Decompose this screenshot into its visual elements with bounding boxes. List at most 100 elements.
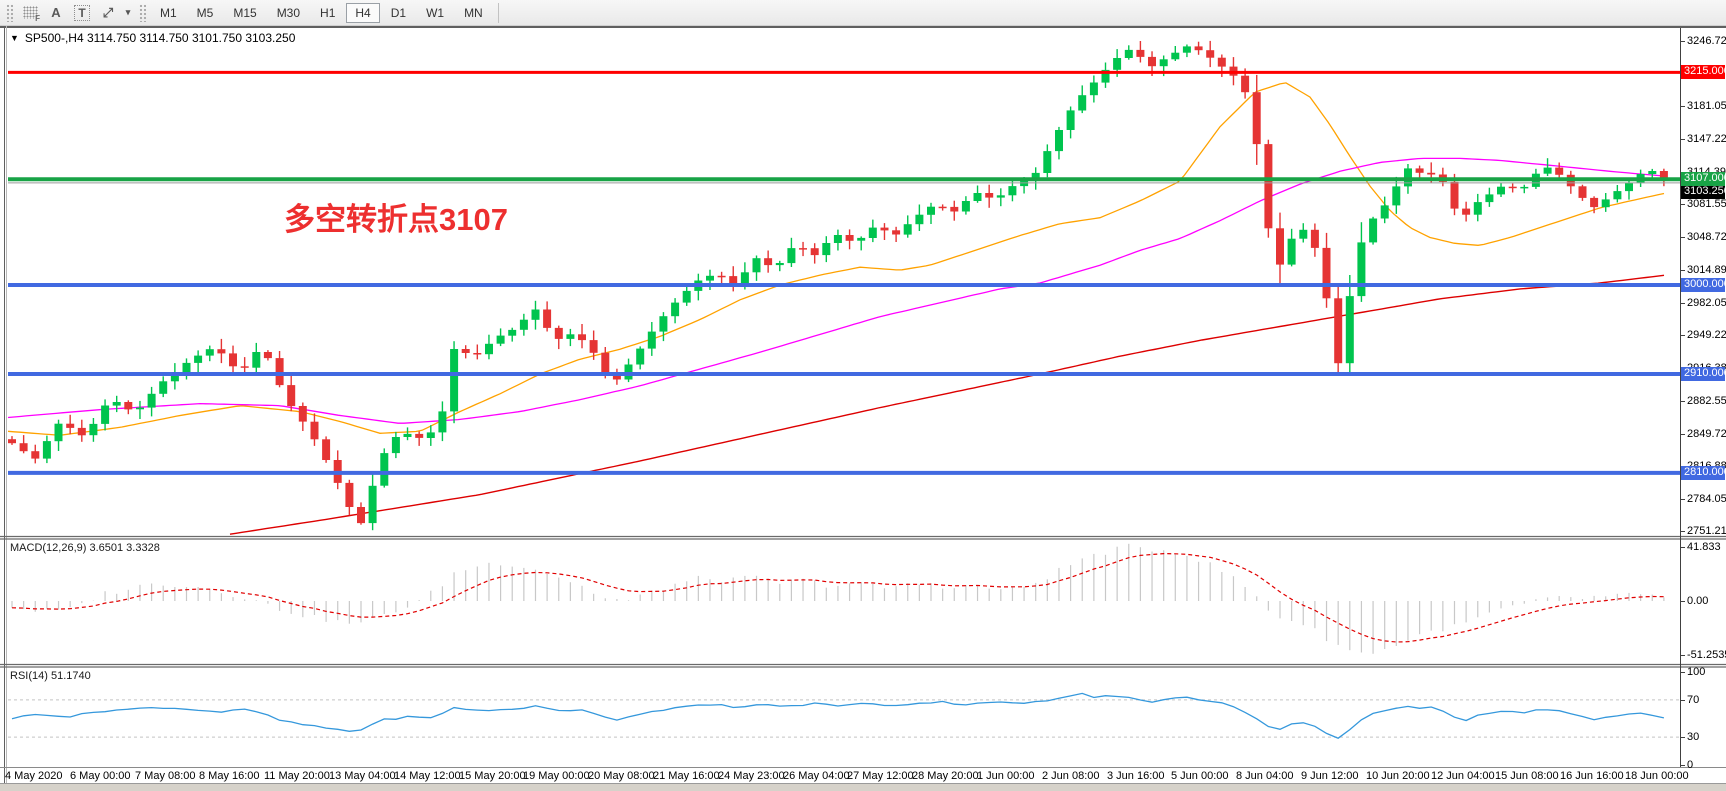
candle-body bbox=[124, 402, 133, 410]
time-axis-label: 10 Jun 20:00 bbox=[1366, 770, 1430, 782]
toolbar: F A T ⤢ ▾ M1 M5 M15 M30 H1 H4 D1 W1 MN bbox=[0, 0, 1726, 26]
chart-annotation-text[interactable]: 多空转折点3107 bbox=[284, 202, 508, 237]
window-top-border bbox=[0, 26, 1726, 28]
timeframe-button-m5[interactable]: M5 bbox=[188, 3, 223, 23]
rsi-axis-value: 30 bbox=[1687, 731, 1700, 743]
timeframe-button-h1[interactable]: H1 bbox=[311, 3, 344, 23]
text-label-icon[interactable]: T bbox=[69, 2, 95, 24]
candle-body bbox=[89, 423, 98, 436]
candle-body bbox=[1264, 144, 1273, 229]
candle-body bbox=[554, 327, 563, 339]
price-tick-dash bbox=[1680, 270, 1685, 271]
bottom-scroll-strip[interactable] bbox=[0, 783, 1726, 791]
candle-body bbox=[543, 309, 552, 328]
candle-body bbox=[1113, 58, 1122, 70]
macd-axis-value: 0.00 bbox=[1687, 595, 1709, 607]
candle-body bbox=[1089, 82, 1098, 96]
candle-body bbox=[566, 334, 575, 339]
candle-body bbox=[1066, 110, 1075, 130]
candle-body bbox=[1206, 50, 1215, 58]
price-tick-dash bbox=[1680, 303, 1685, 304]
timeframe-toolbar-grip[interactable] bbox=[139, 3, 146, 22]
rsi-axis-value: 100 bbox=[1687, 666, 1706, 678]
timeframe-button-m30[interactable]: M30 bbox=[268, 3, 309, 23]
price-tick: 2849.720 bbox=[1687, 428, 1726, 440]
rsi-axis-value: 70 bbox=[1687, 694, 1700, 706]
price-tick-dash bbox=[1680, 41, 1685, 42]
price-tick: 2882.555 bbox=[1687, 395, 1726, 407]
time-axis-label: 6 May 00:00 bbox=[70, 770, 131, 782]
candle-body bbox=[438, 411, 447, 433]
candle-body bbox=[42, 441, 51, 459]
symbol-dropdown-icon[interactable]: ▼ bbox=[10, 33, 19, 43]
timeframe-button-m15[interactable]: M15 bbox=[224, 3, 265, 23]
macd-axis-value: -51.2535 bbox=[1687, 649, 1726, 661]
price-level-label-3215.000: 3215.000 bbox=[1681, 65, 1726, 79]
arrow-objects-caret-icon[interactable]: ▾ bbox=[121, 2, 135, 24]
arrow-objects-icon[interactable]: ⤢ bbox=[95, 2, 121, 24]
candle-body bbox=[182, 362, 191, 373]
candle-body bbox=[1543, 167, 1552, 174]
price-tick: 2949.220 bbox=[1687, 329, 1726, 341]
rsi-axis-dash bbox=[1680, 737, 1685, 738]
time-axis-label: 9 Jun 12:00 bbox=[1301, 770, 1359, 782]
timeframe-button-w1[interactable]: W1 bbox=[417, 3, 453, 23]
ma-line-orange bbox=[7, 82, 1665, 436]
candle-body bbox=[1241, 75, 1250, 93]
candle-body bbox=[531, 309, 540, 320]
candle-body bbox=[1485, 194, 1494, 203]
candle-body bbox=[706, 275, 714, 281]
candle-body bbox=[950, 206, 959, 212]
time-axis-label: 4 May 2020 bbox=[5, 770, 63, 782]
candle-body bbox=[170, 372, 179, 382]
candle-body bbox=[1345, 296, 1354, 364]
candle-body bbox=[1322, 247, 1331, 299]
candle-body bbox=[159, 381, 168, 394]
candle-body bbox=[298, 406, 307, 422]
rsi-axis-value: 0 bbox=[1687, 759, 1694, 771]
toolbar-grip[interactable] bbox=[6, 3, 13, 22]
candle-body bbox=[31, 451, 40, 459]
candle-body bbox=[1194, 46, 1203, 51]
candle-body bbox=[101, 405, 110, 424]
candle-body bbox=[973, 193, 982, 201]
candle-body bbox=[1392, 186, 1401, 206]
timeframe-button-mn[interactable]: MN bbox=[455, 3, 492, 23]
candle-body bbox=[1252, 92, 1261, 145]
price-level-label-3107.000: 3107.000 bbox=[1681, 172, 1726, 186]
candle-body bbox=[403, 433, 412, 437]
candle-body bbox=[1462, 208, 1471, 215]
timeframe-button-h4[interactable]: H4 bbox=[346, 2, 380, 23]
macd-axis-dash bbox=[1680, 547, 1685, 548]
candle-body bbox=[8, 439, 16, 444]
timeframe-button-d1[interactable]: D1 bbox=[382, 3, 415, 23]
time-axis-label: 14 May 12:00 bbox=[394, 770, 461, 782]
chart-window: ▼ SP500-,H4 3114.750 3114.750 3101.750 3… bbox=[0, 26, 1726, 791]
chart-canvas[interactable] bbox=[0, 26, 1726, 791]
price-tick: 3147.225 bbox=[1687, 133, 1726, 145]
candle-body bbox=[1450, 181, 1459, 209]
candle-body bbox=[880, 227, 889, 231]
candle-body bbox=[612, 373, 621, 380]
grid-f-letter: F bbox=[35, 13, 40, 23]
ma-line-red bbox=[229, 274, 1665, 535]
candle-body bbox=[1101, 69, 1110, 83]
price-tick: 3246.725 bbox=[1687, 35, 1726, 47]
candle-body bbox=[473, 353, 482, 355]
candle-body bbox=[868, 227, 877, 238]
symbol-ohlc-text: SP500-,H4 3114.750 3114.750 3101.750 310… bbox=[24, 31, 296, 45]
candle-body bbox=[1043, 151, 1052, 173]
candle-body bbox=[1159, 59, 1168, 67]
timeframe-button-m1[interactable]: M1 bbox=[151, 3, 186, 23]
candle-body bbox=[1520, 186, 1529, 189]
candle-body bbox=[1031, 172, 1040, 180]
time-axis-label: 15 May 20:00 bbox=[459, 770, 526, 782]
fibo-grid-icon[interactable]: F bbox=[17, 2, 43, 24]
candle-body bbox=[368, 485, 377, 524]
text-annotation-icon[interactable]: A bbox=[43, 2, 69, 24]
price-tick-dash bbox=[1680, 139, 1685, 140]
candle-body bbox=[1590, 197, 1599, 208]
price-tick-dash bbox=[1680, 401, 1685, 402]
candle-body bbox=[1497, 186, 1505, 195]
macd-axis-dash bbox=[1680, 601, 1685, 602]
